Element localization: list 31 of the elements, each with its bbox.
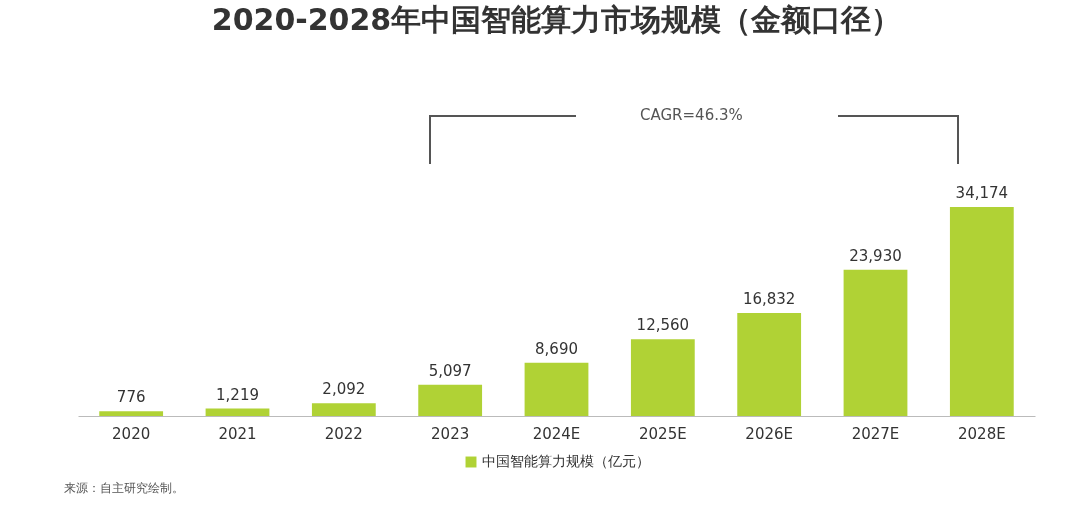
x-tick-label: 2024E (532, 424, 581, 443)
data-label: 23,930 (849, 246, 902, 265)
bar (311, 403, 376, 416)
x-tick-label: 2021 (218, 424, 257, 443)
x-tick-label: 2023 (431, 424, 470, 443)
data-label: 34,174 (955, 184, 1009, 203)
chart-title: 2020-2028年中国智能算力市场规模（金额口径） (211, 2, 902, 38)
data-label: 5,097 (428, 361, 472, 380)
bar (630, 339, 695, 416)
bar (524, 362, 589, 416)
x-tick-label: 2026E (745, 424, 793, 443)
bar (843, 269, 908, 416)
bar (418, 384, 483, 416)
data-label: 2,092 (322, 380, 366, 399)
bar (205, 408, 270, 416)
x-tick-label: 2028E (958, 424, 1006, 443)
x-tick-label: 2027E (851, 424, 900, 443)
bar (949, 207, 1014, 416)
bar (737, 313, 802, 416)
x-tick-label: 2020 (112, 424, 151, 443)
data-label: 776 (116, 388, 146, 407)
source-note: 来源：自主研究绘制。 (64, 480, 184, 497)
data-label: 16,832 (742, 290, 796, 309)
bar (99, 411, 164, 416)
data-label: 1,219 (216, 385, 259, 404)
legend-label: 中国智能算力规模（亿元） (482, 453, 650, 469)
x-tick-label: 2025E (639, 424, 687, 443)
x-tick-label: 2022 (324, 424, 363, 443)
data-label: 12,560 (636, 316, 690, 335)
text: CAGR=46.3% (640, 106, 743, 124)
data-label: 8,690 (535, 339, 578, 358)
